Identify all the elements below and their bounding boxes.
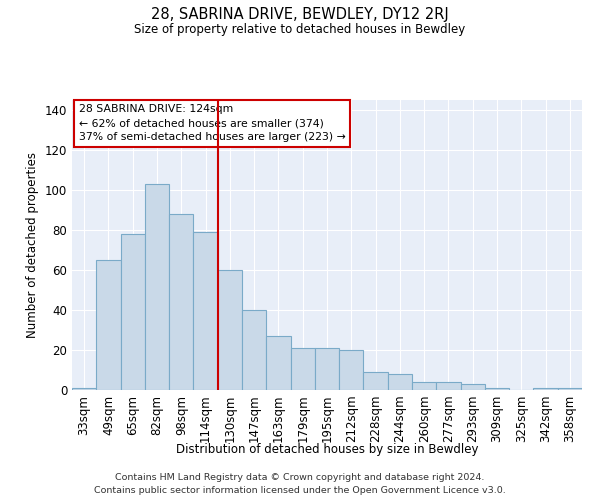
Bar — [315, 348, 339, 390]
Text: Size of property relative to detached houses in Bewdley: Size of property relative to detached ho… — [134, 22, 466, 36]
Bar — [436, 382, 461, 390]
Y-axis label: Number of detached properties: Number of detached properties — [26, 152, 39, 338]
Bar — [266, 336, 290, 390]
Bar — [412, 382, 436, 390]
Bar — [485, 388, 509, 390]
Bar — [364, 372, 388, 390]
Bar — [218, 270, 242, 390]
Bar — [290, 348, 315, 390]
Text: Contains HM Land Registry data © Crown copyright and database right 2024.
Contai: Contains HM Land Registry data © Crown c… — [94, 474, 506, 495]
Bar — [242, 310, 266, 390]
Bar — [169, 214, 193, 390]
Bar — [339, 350, 364, 390]
Bar — [72, 388, 96, 390]
Text: 28, SABRINA DRIVE, BEWDLEY, DY12 2RJ: 28, SABRINA DRIVE, BEWDLEY, DY12 2RJ — [151, 8, 449, 22]
Text: 28 SABRINA DRIVE: 124sqm
← 62% of detached houses are smaller (374)
37% of semi-: 28 SABRINA DRIVE: 124sqm ← 62% of detach… — [79, 104, 346, 142]
Bar — [558, 388, 582, 390]
Bar — [96, 260, 121, 390]
Bar — [461, 384, 485, 390]
Text: Distribution of detached houses by size in Bewdley: Distribution of detached houses by size … — [176, 442, 478, 456]
Bar — [533, 388, 558, 390]
Bar — [193, 232, 218, 390]
Bar — [388, 374, 412, 390]
Bar — [145, 184, 169, 390]
Bar — [121, 234, 145, 390]
